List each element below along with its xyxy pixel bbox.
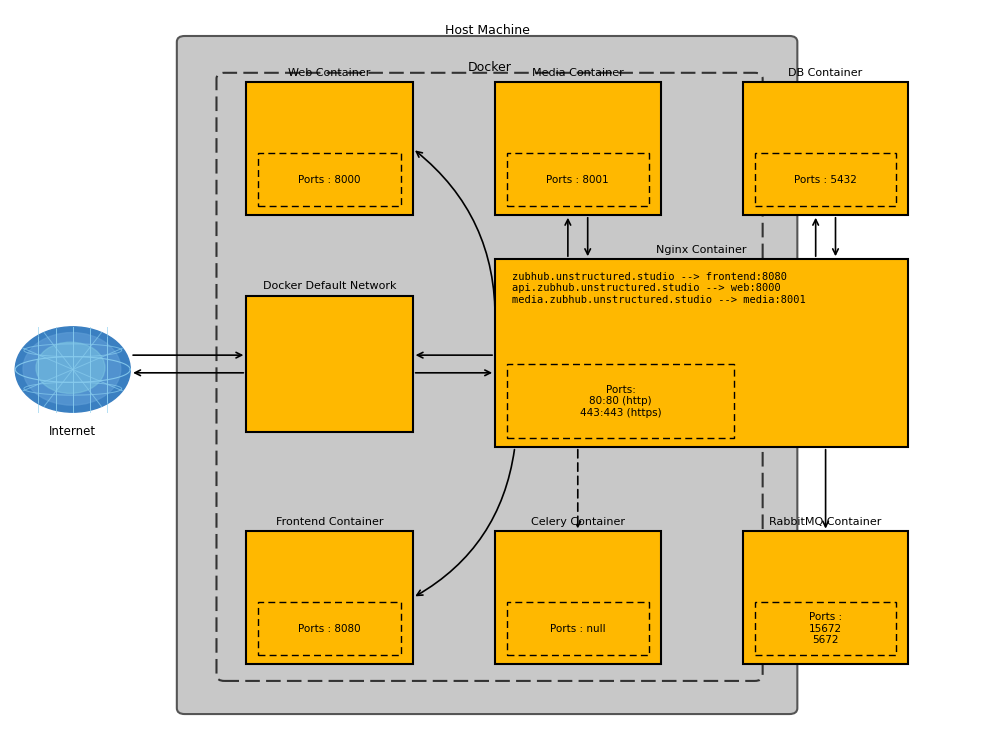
Circle shape bbox=[15, 327, 130, 412]
Text: Ports:
80:80 (http)
443:443 (https): Ports: 80:80 (http) 443:443 (https) bbox=[580, 384, 661, 418]
Bar bbox=[754, 153, 897, 206]
Bar bbox=[743, 82, 909, 215]
Text: Media Container: Media Container bbox=[532, 68, 623, 78]
Bar bbox=[258, 602, 401, 655]
Text: RabbitMQ Container: RabbitMQ Container bbox=[769, 517, 882, 527]
Bar bbox=[743, 531, 909, 664]
Text: Ports :
15672
5672: Ports : 15672 5672 bbox=[809, 612, 842, 645]
Bar bbox=[247, 296, 413, 432]
Text: Ports : null: Ports : null bbox=[550, 624, 605, 633]
Text: Internet: Internet bbox=[49, 426, 96, 438]
Text: Docker: Docker bbox=[467, 61, 512, 74]
Text: Web Container: Web Container bbox=[288, 68, 371, 78]
Bar bbox=[495, 531, 661, 664]
FancyBboxPatch shape bbox=[217, 73, 762, 681]
Bar bbox=[507, 602, 649, 655]
Bar bbox=[507, 364, 735, 438]
Bar bbox=[507, 153, 649, 206]
Text: zubhub.unstructured.studio --> frontend:8080
api.zubhub.unstructured.studio --> : zubhub.unstructured.studio --> frontend:… bbox=[512, 271, 805, 304]
Text: Ports : 8000: Ports : 8000 bbox=[298, 174, 361, 185]
Bar bbox=[754, 602, 897, 655]
Text: Frontend Container: Frontend Container bbox=[275, 517, 384, 527]
Text: Ports : 8080: Ports : 8080 bbox=[298, 624, 361, 633]
Bar bbox=[247, 82, 413, 215]
Text: Host Machine: Host Machine bbox=[444, 24, 530, 37]
Text: Nginx Container: Nginx Container bbox=[656, 245, 746, 255]
Bar bbox=[247, 531, 413, 664]
Bar bbox=[495, 82, 661, 215]
Text: Ports : 8001: Ports : 8001 bbox=[547, 174, 609, 185]
Text: Celery Container: Celery Container bbox=[531, 517, 625, 527]
Circle shape bbox=[36, 342, 105, 393]
Text: DB Container: DB Container bbox=[788, 68, 863, 78]
Bar bbox=[495, 259, 909, 447]
Text: Ports : 5432: Ports : 5432 bbox=[794, 174, 857, 185]
FancyBboxPatch shape bbox=[177, 36, 797, 714]
Circle shape bbox=[23, 333, 120, 405]
Text: Docker Default Network: Docker Default Network bbox=[262, 282, 397, 291]
Bar bbox=[258, 153, 401, 206]
